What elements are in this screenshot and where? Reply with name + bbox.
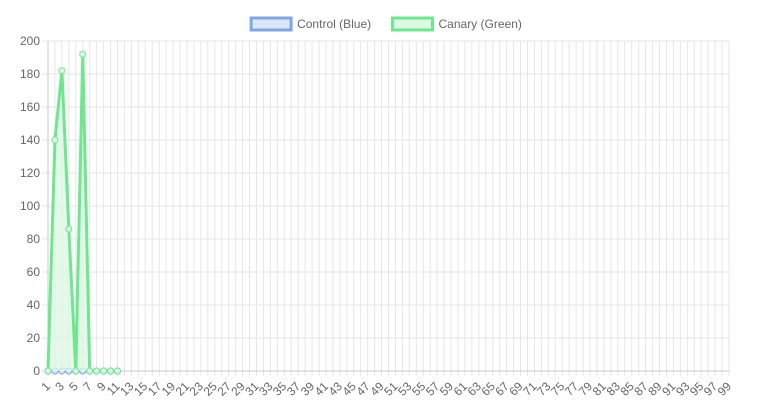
canary-series-area	[48, 54, 118, 371]
x-tick-label: 5	[66, 379, 81, 394]
canary-data-point	[65, 225, 73, 233]
canary-data-point	[100, 367, 108, 375]
legend-label-control: Control (Blue)	[297, 17, 371, 31]
canary-data-point	[58, 67, 66, 75]
x-tick-label: 3	[52, 379, 67, 394]
x-tick-label: 7	[80, 379, 95, 394]
chart-legend: Control (Blue) Canary (Green)	[249, 16, 522, 32]
y-tick-label: 120	[20, 166, 40, 180]
y-tick-label: 160	[20, 100, 40, 114]
legend-label-canary: Canary (Green)	[439, 17, 522, 31]
legend-swatch-canary	[391, 16, 434, 32]
x-tick-label: 99	[715, 379, 735, 399]
x-axis: 1 3 5 7 911131517192123252729313335373941434…	[38, 370, 735, 399]
y-tick-label: 20	[27, 331, 41, 345]
y-tick-label: 100	[20, 199, 40, 213]
canary-data-point	[93, 367, 101, 375]
legend-swatch-control	[249, 16, 293, 32]
y-tick-label: 200	[20, 34, 40, 48]
chart-grid	[42, 40, 730, 376]
legend-item-canary: Canary (Green)	[391, 16, 522, 32]
canary-data-point	[86, 367, 94, 375]
legend-item-control: Control (Blue)	[249, 16, 371, 32]
y-tick-label: 140	[20, 133, 40, 147]
x-tick-label: 1	[38, 379, 53, 394]
y-axis: 0 20 40 60 80 100 120 140 160 180 200	[20, 34, 49, 378]
canary-data-point	[72, 367, 80, 375]
y-tick-label: 80	[27, 232, 41, 246]
canary-data-point	[51, 136, 59, 144]
y-tick-label: 40	[27, 298, 41, 312]
canary-data-point	[107, 367, 115, 375]
canary-data-point	[113, 367, 121, 375]
canary-data-point	[79, 50, 87, 58]
canary-data-point	[44, 367, 52, 375]
y-tick-label: 60	[27, 265, 41, 279]
y-tick-label: 180	[20, 67, 40, 81]
plot-area	[44, 50, 121, 375]
y-tick-label: 0	[33, 364, 40, 378]
